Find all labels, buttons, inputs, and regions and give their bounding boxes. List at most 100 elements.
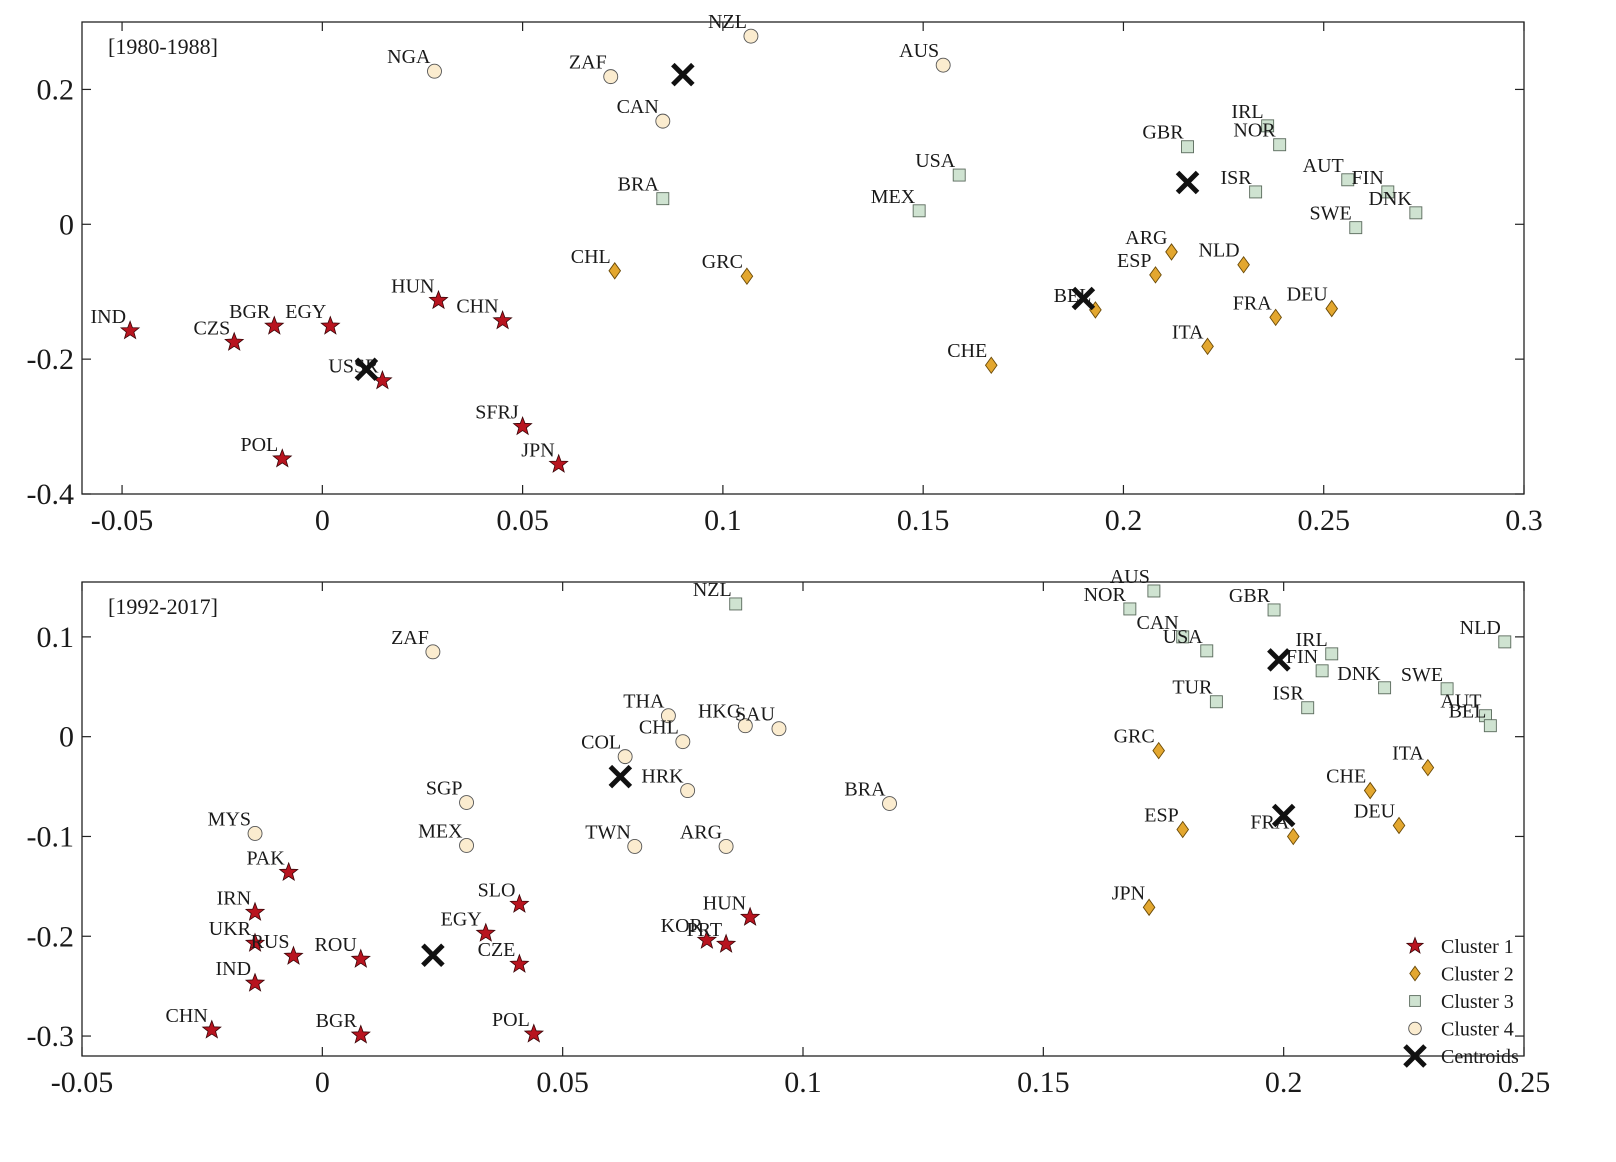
legend-marker-circle bbox=[1408, 1021, 1422, 1036]
point-label: BRA bbox=[618, 174, 660, 196]
point-marker-cluster-2 bbox=[608, 262, 622, 280]
point-marker-cluster-3 bbox=[1378, 681, 1392, 695]
point-marker-cluster-1 bbox=[244, 901, 266, 921]
point-marker-cluster-1 bbox=[523, 1023, 544, 1043]
point-label: GBR bbox=[1229, 585, 1271, 607]
point-marker-cluster-3 bbox=[912, 204, 926, 218]
y-tick-label: -0.2 bbox=[27, 920, 75, 953]
point-marker-cluster-3 bbox=[729, 597, 743, 611]
point-label: ARG bbox=[680, 821, 722, 843]
point-label: DNK bbox=[1369, 188, 1413, 210]
point-label: CHN bbox=[166, 1005, 208, 1027]
point-label: THA bbox=[623, 691, 665, 713]
plot-frame bbox=[81, 21, 1525, 495]
point-label: TWN bbox=[585, 821, 631, 843]
centroid-marker bbox=[1175, 170, 1200, 195]
point-label: CAN bbox=[1136, 612, 1178, 634]
point-marker-cluster-2 bbox=[1325, 299, 1339, 318]
point-label: NGA bbox=[387, 46, 431, 68]
point-label: AUT bbox=[1303, 155, 1344, 177]
point-marker-cluster-4 bbox=[737, 718, 753, 734]
point-label: ISR bbox=[1221, 167, 1253, 189]
point-label: DNK bbox=[1337, 663, 1381, 685]
point-marker-cluster-1 bbox=[278, 861, 299, 882]
point-label: HKG bbox=[698, 701, 741, 723]
y-tick-label: 0.2 bbox=[37, 73, 75, 106]
point-marker-cluster-1 bbox=[492, 310, 513, 330]
point-label: ESP bbox=[1144, 804, 1178, 826]
point-marker-cluster-1 bbox=[716, 933, 737, 953]
point-label: USA bbox=[1163, 626, 1204, 648]
x-tick-label: 0.25 bbox=[1498, 1066, 1551, 1099]
x-tick-label: 0.3 bbox=[1505, 504, 1543, 537]
point-label: FIN bbox=[1286, 646, 1318, 668]
point-marker-cluster-2 bbox=[1149, 266, 1162, 284]
point-marker-cluster-1 bbox=[512, 415, 533, 436]
point-marker-cluster-2 bbox=[1152, 741, 1166, 760]
centroid-marker bbox=[671, 62, 695, 87]
point-label: EGY bbox=[441, 908, 482, 930]
centroid-marker bbox=[1071, 286, 1096, 311]
point-marker-cluster-3 bbox=[656, 192, 670, 206]
x-tick-label: 0.05 bbox=[496, 504, 549, 537]
point-label: SGP bbox=[426, 778, 463, 800]
point-marker-cluster-3 bbox=[1349, 221, 1363, 235]
point-marker-cluster-1 bbox=[264, 315, 285, 335]
point-label: SWE bbox=[1401, 664, 1443, 686]
point-label: FIN bbox=[1352, 167, 1384, 189]
point-marker-cluster-1 bbox=[350, 1024, 371, 1044]
point-label: AUS bbox=[1110, 566, 1150, 588]
point-label: DEU bbox=[1287, 284, 1329, 306]
point-marker-cluster-2 bbox=[1165, 243, 1178, 261]
point-marker-cluster-4 bbox=[459, 837, 474, 853]
point-label: CHL bbox=[639, 717, 679, 739]
point-label: USA bbox=[915, 150, 956, 172]
point-label: SWE bbox=[1310, 203, 1352, 225]
centroid-marker bbox=[354, 357, 379, 382]
point-marker-cluster-3 bbox=[1440, 682, 1454, 696]
scatter-panel-1: -0.05 0 0.05 0.1 0.15 0.2 0.25 0.3 -0.4 -0.2 0 0.2 [… bbox=[27, 11, 1543, 537]
point-label: NOR bbox=[1084, 584, 1127, 606]
y-tick-label: -0.4 bbox=[27, 478, 75, 511]
x-tick-label: 0.05 bbox=[536, 1066, 589, 1099]
y-tick-label: -0.1 bbox=[27, 820, 75, 853]
point-marker-cluster-3 bbox=[1483, 719, 1497, 733]
point-marker-cluster-3 bbox=[1181, 140, 1194, 154]
point-label: FRA bbox=[1233, 292, 1272, 314]
point-label: TUR bbox=[1172, 677, 1213, 699]
point-marker-cluster-1 bbox=[244, 972, 266, 992]
point-label: CZE bbox=[478, 939, 516, 961]
point-marker-cluster-1 bbox=[201, 1019, 222, 1039]
point-label: CAN bbox=[617, 96, 659, 118]
point-label: CHL bbox=[571, 246, 611, 268]
point-marker-cluster-1 bbox=[244, 932, 266, 952]
legend: Cluster 1 Cluster 2 Cluster 3 Cluster 4 Cent… bbox=[1403, 936, 1519, 1068]
point-marker-cluster-2 bbox=[1286, 827, 1300, 846]
point-marker-cluster-4 bbox=[459, 795, 474, 810]
point-label: GRC bbox=[1114, 726, 1155, 748]
point-label: NOR bbox=[1233, 120, 1276, 142]
point-label: DEU bbox=[1354, 800, 1396, 822]
point-label: COL bbox=[581, 732, 621, 754]
point-marker-cluster-3 bbox=[1267, 603, 1281, 617]
point-label: PAK bbox=[246, 847, 285, 869]
point-label: IND bbox=[215, 958, 251, 980]
point-label: RUS bbox=[251, 931, 290, 953]
point-label: ITA bbox=[1392, 743, 1424, 765]
point-marker-cluster-3 bbox=[1301, 701, 1315, 715]
point-label: IRL bbox=[1296, 629, 1328, 651]
point-label: MEX bbox=[871, 186, 916, 208]
x-tick-label: 0 bbox=[315, 504, 330, 537]
point-label: BGR bbox=[316, 1010, 358, 1032]
point-marker-cluster-4 bbox=[627, 838, 643, 854]
point-marker-cluster-4 bbox=[617, 749, 633, 765]
point-label: AUT bbox=[1440, 691, 1481, 713]
x-tick-label: 0.1 bbox=[704, 504, 742, 537]
point-label: PRT bbox=[687, 919, 722, 941]
point-marker-cluster-2 bbox=[1269, 308, 1282, 327]
point-marker-cluster-2 bbox=[1142, 898, 1156, 917]
point-label: KOR bbox=[661, 915, 704, 937]
y-tick-label: 0.1 bbox=[37, 621, 75, 654]
y-tick-label: -0.2 bbox=[27, 343, 75, 376]
